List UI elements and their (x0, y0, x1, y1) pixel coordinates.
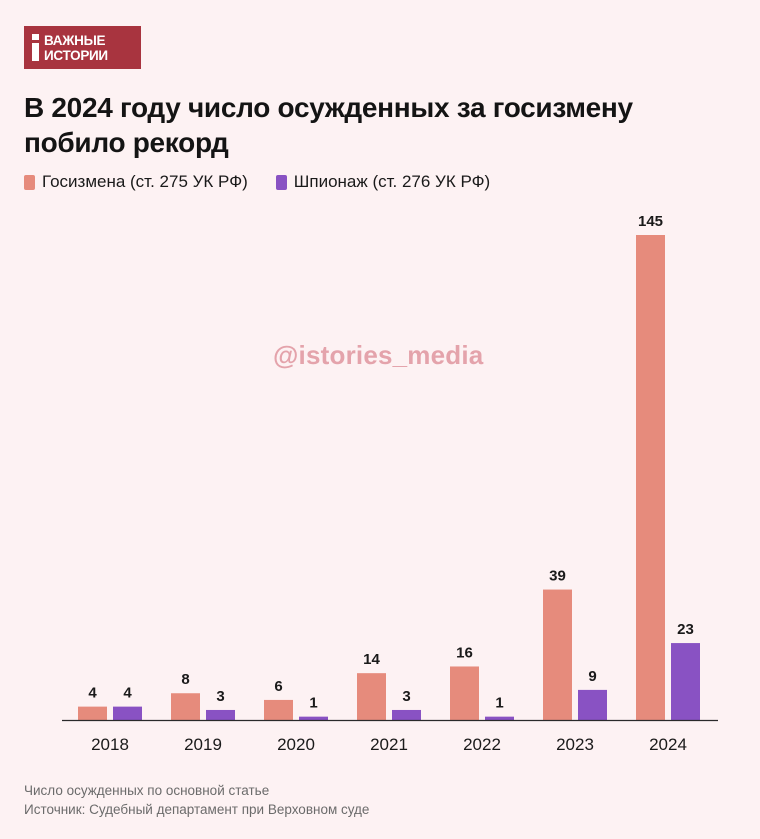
x-tick-label-2022: 2022 (463, 735, 501, 754)
chart-title: В 2024 году число осужденных за госизмен… (24, 90, 724, 160)
legend-item-treason: Госизмена (ст. 275 УК РФ) (24, 172, 248, 192)
bar-chart: 4 4 2018 8 3 2019 6 1 2020 14 3 2021 16 1 2022 39 9 2023 1… (62, 213, 718, 754)
brand-logo: ВАЖНЫЕ ИСТОРИИ (24, 26, 141, 69)
bar-espionage-2024 (671, 643, 700, 720)
brand-name: ВАЖНЫЕ ИСТОРИИ (44, 33, 139, 63)
bar-espionage-2019 (206, 709, 235, 720)
bar-treason-2023 (543, 589, 572, 720)
data-label-treason-2018: 4 (88, 685, 97, 702)
x-tick-label-2020: 2020 (277, 735, 315, 754)
legend-label-espionage: Шпионаж (ст. 276 УК РФ) (293, 172, 491, 191)
data-label-espionage-2024: 23 (677, 621, 694, 638)
x-tick-label-2024: 2024 (649, 735, 687, 754)
data-label-espionage-2019: 3 (216, 688, 224, 705)
x-tick-label-2018: 2018 (91, 735, 129, 754)
bar-treason-2021 (357, 673, 386, 720)
data-label-espionage-2020: 1 (309, 695, 317, 712)
footer-note: Число осужденных по основной статье (24, 783, 270, 798)
bar-treason-2020 (264, 699, 293, 720)
bar-espionage-2022 (485, 716, 514, 720)
bar-espionage-2023 (578, 689, 607, 720)
bar-treason-2022 (450, 666, 479, 720)
data-label-espionage-2018: 4 (123, 685, 132, 702)
x-tick-label-2021: 2021 (370, 735, 408, 754)
bar-espionage-2021 (392, 709, 421, 720)
data-label-espionage-2022: 1 (495, 695, 503, 712)
data-label-espionage-2021: 3 (402, 688, 410, 705)
brand-line-1: ВАЖНЫЕ (44, 33, 106, 48)
data-label-espionage-2023: 9 (588, 668, 596, 685)
x-tick-label-2019: 2019 (184, 735, 222, 754)
chart-legend: Госизмена (ст. 275 УК РФ) Шпионаж (ст. 2… (24, 172, 518, 192)
bar-espionage-2020 (299, 716, 328, 720)
data-label-treason-2024: 145 (638, 213, 663, 230)
footer-source: Источник: Судебный департамент при Верхо… (24, 802, 370, 817)
footer: Число осужденных по основной статье Исто… (24, 781, 369, 819)
bar-espionage-2018 (113, 706, 142, 720)
brand-line-2: ИСТОРИИ (44, 48, 108, 63)
legend-swatch-treason (24, 174, 35, 190)
bar-treason-2018 (78, 706, 107, 720)
data-label-treason-2019: 8 (181, 671, 189, 688)
data-label-treason-2023: 39 (549, 568, 566, 585)
legend-swatch-espionage (275, 174, 287, 190)
data-label-treason-2021: 14 (363, 651, 380, 668)
x-tick-label-2023: 2023 (556, 735, 594, 754)
legend-label-treason: Госизмена (ст. 275 УК РФ) (42, 172, 248, 191)
legend-item-espionage: Шпионаж (ст. 276 УК РФ) (275, 172, 491, 192)
watermark: @istories_media (273, 340, 484, 370)
data-label-treason-2022: 16 (456, 644, 473, 661)
data-label-treason-2020: 6 (274, 678, 282, 695)
title-line-2: побило рекорд (24, 127, 229, 158)
bar-treason-2019 (171, 693, 200, 720)
brand-info-icon (32, 34, 39, 61)
title-line-1: В 2024 году число осужденных за госизмен… (24, 92, 633, 123)
bar-treason-2024 (636, 235, 665, 720)
